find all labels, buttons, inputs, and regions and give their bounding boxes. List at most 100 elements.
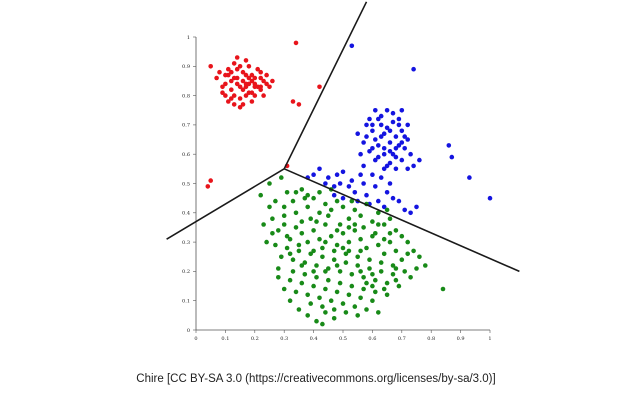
data-point (402, 207, 408, 213)
data-point (323, 181, 328, 186)
data-point (402, 269, 408, 274)
data-point (314, 275, 319, 280)
data-point (381, 222, 387, 227)
data-point (396, 116, 402, 122)
y-tick-label: 0.4 (182, 211, 190, 217)
data-point (414, 266, 419, 271)
decision-boundaries (166, 1, 520, 273)
data-point (390, 195, 396, 201)
data-point (334, 172, 340, 177)
data-point (226, 66, 231, 72)
data-point (390, 119, 396, 125)
data-point (252, 84, 258, 90)
data-point (323, 222, 328, 227)
data-point (237, 84, 243, 90)
data-point (237, 96, 243, 101)
data-point (378, 260, 384, 265)
data-point (264, 72, 269, 78)
data-point (387, 231, 393, 236)
data-point (340, 231, 346, 236)
axes: 0 0.1 0.2 0.3 0.4 0.5 0.6 0.7 0.8 0.9 1 0 0.1 0.2 0.3 0… (182, 35, 492, 342)
data-point (376, 222, 381, 227)
data-point (367, 266, 372, 271)
data-point (328, 298, 334, 304)
data-point (355, 263, 361, 268)
data-point (346, 248, 352, 254)
data-point (370, 122, 375, 128)
data-point (381, 151, 387, 157)
data-point (384, 125, 390, 131)
data-point (393, 154, 399, 160)
data-point (331, 184, 337, 189)
data-point (279, 175, 284, 180)
data-point (305, 239, 311, 245)
data-point (370, 172, 375, 177)
data-point (408, 275, 413, 280)
data-point (229, 87, 234, 92)
data-point (290, 99, 296, 104)
data-point (270, 78, 275, 84)
data-point (417, 157, 422, 163)
data-point (305, 313, 311, 318)
data-point (317, 210, 322, 216)
data-point (331, 192, 337, 198)
data-point (487, 195, 493, 201)
data-point (302, 272, 308, 277)
data-point (320, 321, 325, 327)
data-point (290, 269, 296, 274)
data-point (293, 40, 299, 46)
data-point (367, 257, 372, 263)
data-point (231, 93, 237, 98)
y-tick-label: 0.3 (182, 240, 190, 246)
data-point (323, 201, 328, 207)
data-point (381, 131, 387, 136)
y-tick-label: 0 (187, 328, 190, 334)
data-point (258, 69, 264, 75)
data-point (381, 236, 387, 242)
data-point (376, 154, 381, 160)
data-point (293, 190, 299, 195)
data-point (355, 313, 361, 318)
data-point (402, 146, 408, 151)
data-point (264, 81, 269, 87)
data-point (399, 233, 405, 239)
data-point (314, 263, 319, 268)
data-point (337, 222, 343, 227)
data-point (243, 58, 249, 63)
data-point (384, 163, 390, 169)
data-point (381, 286, 387, 292)
data-point (261, 93, 266, 98)
data-point (252, 75, 258, 81)
data-point (258, 84, 264, 90)
data-point (311, 283, 316, 289)
data-point (296, 248, 302, 254)
data-point (399, 140, 405, 145)
y-tick-label: 0.6 (182, 152, 190, 158)
data-point (370, 219, 375, 224)
data-point (355, 131, 361, 136)
data-point (331, 257, 337, 263)
data-point (326, 213, 331, 218)
data-point (326, 277, 331, 283)
data-point (328, 207, 334, 213)
data-point (381, 146, 387, 151)
data-point (317, 236, 322, 242)
data-point (364, 134, 369, 139)
data-point (249, 72, 255, 78)
data-point (349, 43, 355, 49)
data-point (290, 198, 296, 204)
data-point (243, 93, 249, 98)
data-point (240, 102, 246, 107)
data-point (411, 66, 416, 72)
data-point (358, 151, 363, 157)
data-point (337, 269, 343, 274)
data-point (261, 78, 266, 84)
data-point (376, 242, 381, 248)
data-point (408, 210, 413, 216)
data-point (220, 90, 225, 95)
data-point (376, 143, 381, 148)
data-point (346, 239, 352, 245)
data-point (384, 280, 390, 286)
data-point (446, 143, 452, 148)
image-credit-caption: Chire [CC BY-SA 3.0 (https://creativecom… (136, 373, 496, 385)
